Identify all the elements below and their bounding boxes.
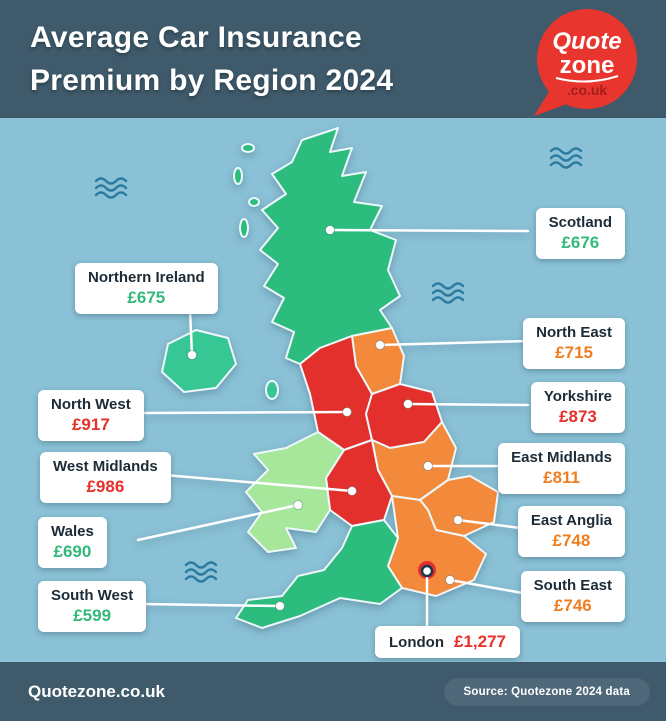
map-region-scotland	[259, 127, 401, 365]
map-region-south-west	[235, 519, 403, 629]
connector-east-anglia	[456, 518, 530, 531]
logo-swoosh	[555, 75, 619, 83]
callout-northern-ireland: Northern Ireland £675	[75, 263, 218, 314]
connector-scotland	[328, 228, 530, 233]
quotezone-logo: Quote zone .co.uk	[534, 9, 637, 116]
footer-brand: Quotezone.co.uk	[28, 681, 165, 701]
marker-london	[420, 564, 434, 578]
logo-bubble	[537, 9, 637, 109]
connector-north-west	[143, 410, 349, 415]
callout-south-west: South West £599	[38, 581, 147, 632]
map-island-small-1	[241, 143, 255, 153]
region-name: Yorkshire	[543, 388, 612, 405]
connector-south-west	[140, 602, 282, 608]
marker-north-west	[342, 407, 352, 417]
region-value: £917	[71, 415, 110, 434]
connector-north-east	[378, 339, 530, 347]
logo-word-zone: zone	[560, 52, 615, 79]
region-name: London	[389, 634, 444, 651]
region-value: £599	[73, 606, 112, 625]
header: Average Car Insurance Premium by Region …	[0, 0, 666, 118]
map-island-small-2	[233, 167, 243, 185]
region-value: £676	[561, 233, 600, 252]
region-value: £873	[559, 407, 597, 426]
callout-london: London £1,277	[375, 626, 520, 658]
region-value: £746	[553, 596, 592, 615]
region-value: £811	[543, 468, 581, 487]
footer: Quotezone.co.uk Source: Quotezone 2024 d…	[0, 662, 666, 721]
source-badge: Source: Quotezone 2024 data	[443, 677, 650, 706]
region-name: East Anglia	[530, 512, 612, 529]
logo-bubble-tail	[534, 90, 570, 116]
callout-south-east: South East £746	[520, 571, 625, 622]
callout-wales: Wales £690	[38, 517, 107, 568]
connector-west-midlands	[163, 473, 354, 493]
region-value: £986	[86, 477, 125, 496]
connector-south-east	[448, 578, 530, 596]
title-line-1: Average Car Insurance	[30, 21, 363, 54]
region-value: £690	[53, 542, 92, 561]
map-island-hebrides	[239, 218, 249, 238]
region-name: Wales	[51, 523, 94, 540]
map-area: Scotland £676 Northern Ireland £675 Nort…	[0, 118, 666, 662]
waves-icon	[549, 147, 583, 169]
callout-markers	[187, 225, 463, 611]
connector-wales	[136, 503, 300, 542]
region-name: North West	[51, 396, 131, 413]
callout-east-anglia: East Anglia £748	[517, 506, 625, 557]
map-island-isle-of-man	[265, 380, 279, 400]
region-name: South West	[51, 587, 134, 604]
marker-south-east	[445, 575, 455, 585]
waves-icon	[431, 282, 465, 304]
marker-north-east	[375, 340, 385, 350]
marker-west-midlands	[347, 486, 357, 496]
callout-yorkshire: Yorkshire £873	[530, 382, 625, 433]
region-name: South East	[533, 577, 612, 594]
callout-west-midlands: West Midlands £986	[40, 452, 171, 503]
page-title: Average Car Insurance Premium by Region …	[30, 16, 393, 102]
map-region-northern-ireland	[161, 329, 237, 393]
marker-south-west	[275, 601, 285, 611]
uk-map	[136, 127, 530, 629]
uk-map-regions	[161, 127, 499, 629]
connector-yorkshire	[406, 402, 530, 407]
region-name: Scotland	[548, 214, 612, 231]
region-value: £715	[555, 343, 593, 362]
marker-wales	[293, 500, 303, 510]
region-name: North East	[536, 324, 612, 341]
map-island-small-3	[248, 197, 260, 207]
waves-icon	[184, 561, 218, 583]
logo-word-quote: Quote	[552, 28, 621, 55]
callout-north-east: North East £715	[523, 318, 625, 369]
logo-word-couk: .co.uk	[567, 82, 608, 98]
callout-connectors	[136, 228, 530, 629]
marker-east-anglia	[453, 515, 463, 525]
marker-northern-ireland	[187, 350, 197, 360]
region-name: Northern Ireland	[88, 269, 205, 286]
waves-icon	[94, 177, 128, 199]
region-value: £675	[127, 288, 166, 307]
region-value: £1,277	[453, 632, 506, 651]
region-name: West Midlands	[53, 458, 158, 475]
marker-east-midlands	[423, 461, 433, 471]
marker-yorkshire	[403, 399, 413, 409]
callout-scotland: Scotland £676	[535, 208, 625, 259]
region-name: East Midlands	[511, 449, 612, 466]
callout-east-midlands: East Midlands £811	[498, 443, 625, 494]
marker-scotland	[325, 225, 335, 235]
callout-north-west: North West £917	[38, 390, 144, 441]
region-value: £748	[552, 531, 591, 550]
connector-northern-ireland	[188, 308, 194, 357]
title-line-2: Premium by Region 2024	[30, 64, 394, 97]
